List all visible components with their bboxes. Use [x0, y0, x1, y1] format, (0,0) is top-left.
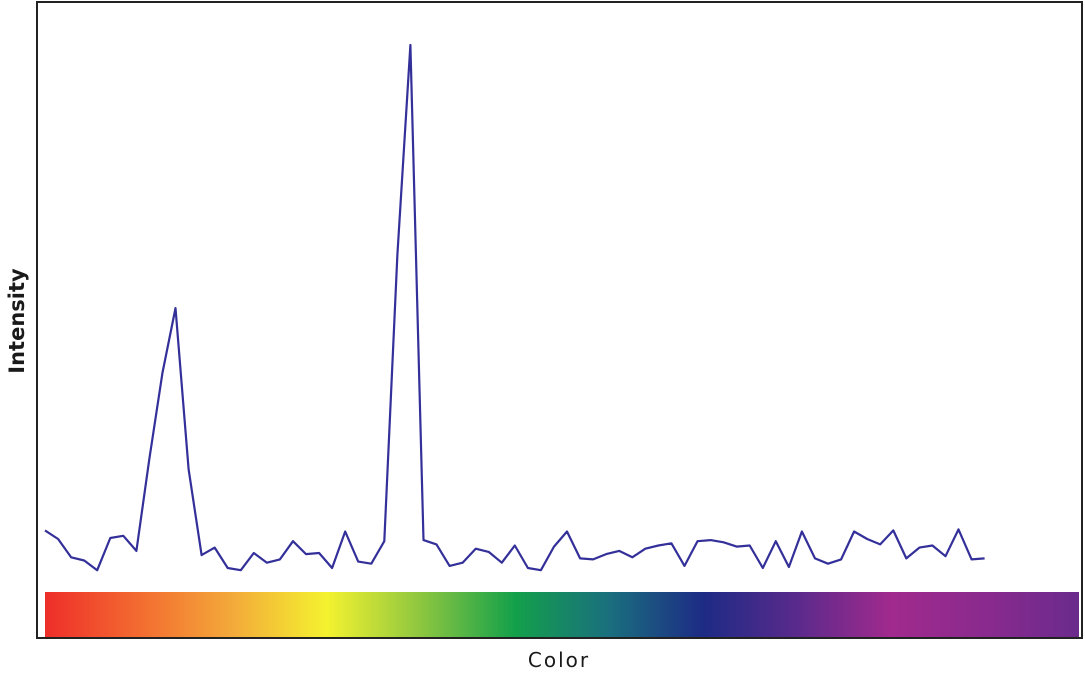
color-spectrum-bar: [45, 592, 1079, 637]
series-layer: [44, 43, 985, 572]
intensity-line-series-0: [44, 43, 985, 572]
y-axis-label: Intensity: [5, 268, 29, 374]
plot-frame: [36, 1, 1083, 639]
x-axis-label: Color: [528, 648, 590, 672]
